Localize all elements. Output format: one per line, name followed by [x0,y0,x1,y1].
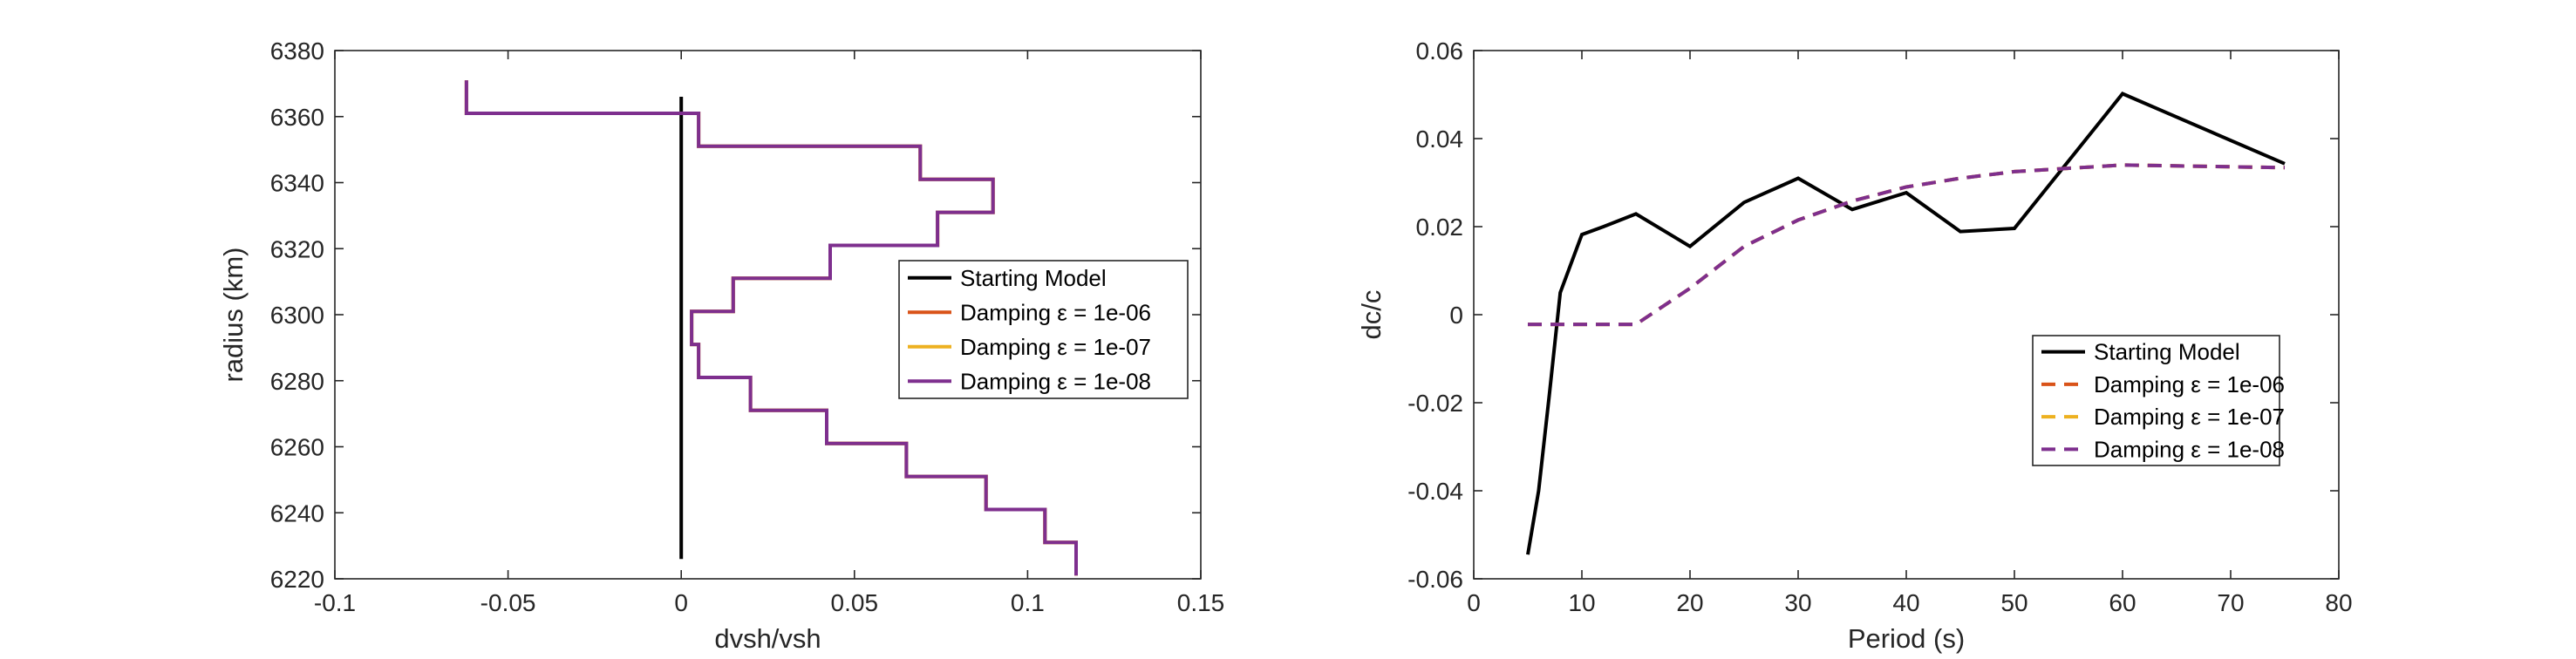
y-axis-label: radius (km) [218,247,249,382]
y-tick-label: -0.04 [1407,478,1463,505]
y-tick-label: -0.02 [1407,390,1463,417]
x-axis-label: Period (s) [1848,623,1965,654]
legend-label-damping-1e-06: Damping ε = 1e-06 [960,299,1151,325]
series-lines [464,80,1078,576]
series-lines [1526,92,2286,555]
y-tick-label: 0.04 [1416,126,1464,153]
legend-label-starting-model: Starting Model [2094,339,2240,365]
x-axis-label: dvsh/vsh [714,623,821,654]
x-tick-label: 80 [2325,589,2352,616]
legend-label-damping-1e-07: Damping ε = 1e-07 [960,334,1151,360]
y-tick-label: 6320 [270,235,324,262]
x-tick-label: 50 [2000,589,2027,616]
x-tick-label: 10 [1568,589,1595,616]
x-tick-label: 0 [674,589,688,616]
y-tick-label: 0 [1449,302,1463,329]
legend-box [898,260,1189,399]
y-tick-label: 6280 [270,368,324,395]
legend-label-damping-1e-06: Damping ε = 1e-06 [2094,371,2285,397]
right-chart: 0 10 20 30 40 50 60 70 80 -0.06 -0.04 -0.02 0 0.02 0.0… [1356,37,2353,654]
y-tick-label: -0.06 [1407,566,1463,593]
x-tick-label: 30 [1784,589,1811,616]
legend-label-damping-1e-07: Damping ε = 1e-07 [2094,404,2285,430]
y-tick-label: 0.06 [1416,37,1464,65]
legend: Starting Model Damping ε = 1e-06 Damping ε… [2032,335,2285,466]
left-chart: -0.1 -0.05 0 0.05 0.1 0.15 6220 6240 6260 6280 630… [218,37,1224,654]
x-tick-label: 0 [1467,589,1481,616]
x-tick-label: 0.05 [831,589,879,616]
y-tick-label: 6240 [270,499,324,527]
series-line-damping-1e-08 [464,80,1078,576]
legend-box [2032,335,2280,466]
y-axis-label: dc/c [1356,290,1387,340]
series-line-damping-1e-08 [1528,163,2286,327]
x-tick-label: 0.1 [1011,589,1045,616]
y-tick-label: 6340 [270,170,324,197]
plot-area [1474,51,2339,579]
series-line-starting-model [1526,92,2286,555]
legend-label-starting-model: Starting Model [960,265,1107,291]
x-tick-label: -0.05 [480,589,536,616]
x-tick-label: 70 [2217,589,2244,616]
x-tick-label: 20 [1676,589,1703,616]
legend-label-damping-1e-08: Damping ε = 1e-08 [960,368,1151,394]
x-tick-label: -0.1 [314,589,356,616]
y-tick-label: 6220 [270,566,324,593]
y-tick-label: 6300 [270,302,324,329]
x-tick-label: 40 [1892,589,1919,616]
y-tick-label: 6260 [270,434,324,461]
x-tick-label: 0.15 [1177,589,1225,616]
y-tick-label: 6380 [270,37,324,65]
y-tick-label: 0.02 [1416,214,1464,241]
y-tick-label: 6360 [270,104,324,131]
legend: Starting Model Damping ε = 1e-06 Damping ε… [898,260,1189,399]
x-tick-label: 60 [2109,589,2136,616]
legend-label-damping-1e-08: Damping ε = 1e-08 [2094,436,2285,462]
